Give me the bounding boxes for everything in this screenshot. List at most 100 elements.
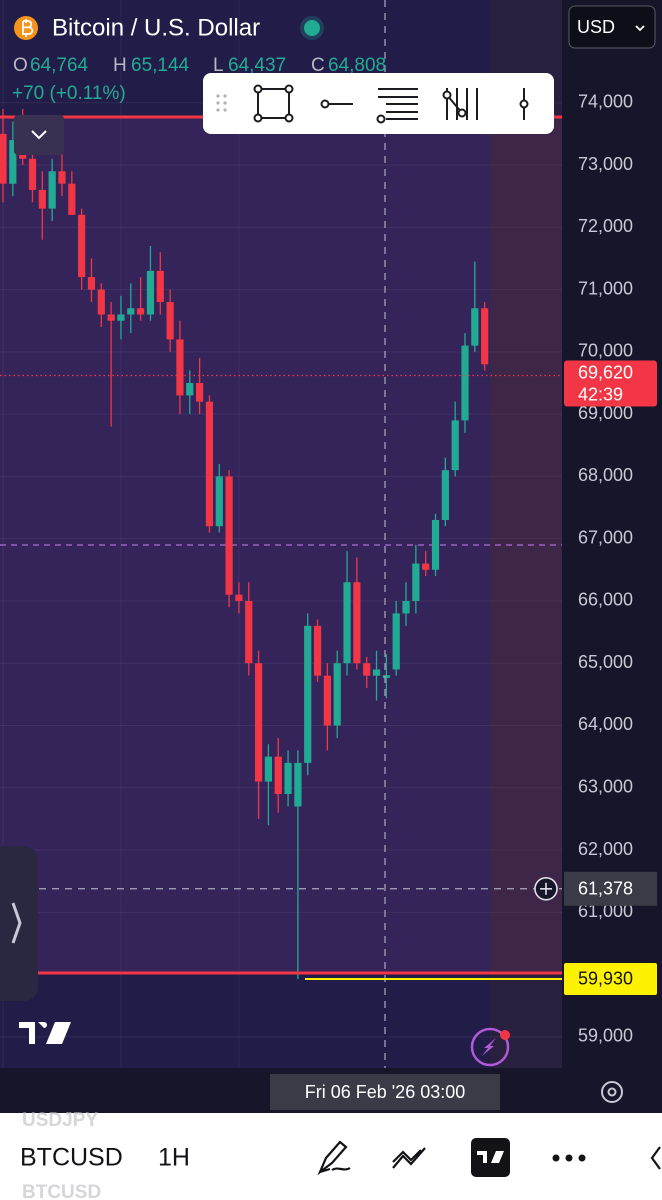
drag-handle[interactable] — [216, 94, 227, 112]
future-area — [490, 973, 562, 1068]
candle-body — [166, 302, 174, 340]
ohlc-label: H — [113, 55, 127, 76]
candle-body — [235, 594, 243, 601]
chevron — [635, 25, 645, 32]
y-tick-label: 67,000 — [578, 527, 633, 547]
y-tick-label: 68,000 — [578, 465, 633, 485]
candle-body — [196, 382, 204, 402]
y-tick-label: 66,000 — [578, 590, 633, 610]
y-tick-label: 59,000 — [578, 1026, 633, 1046]
candle-body — [97, 289, 105, 315]
candle-body — [372, 669, 381, 676]
candle-body — [353, 582, 361, 664]
crosshair-time-box — [270, 1074, 500, 1110]
candle-body — [9, 140, 17, 184]
candle-body — [382, 675, 390, 678]
candle-body — [343, 582, 351, 664]
vertical-line-tool[interactable] — [519, 88, 529, 120]
y-tick-label: 61,000 — [578, 901, 633, 921]
assistant-icon[interactable] — [470, 1027, 510, 1067]
symbol[interactable]: BTCUSD — [20, 1144, 123, 1172]
chevron — [31, 130, 47, 140]
pattern-tool[interactable] — [442, 88, 478, 120]
symbol-title: Bitcoin / U.S. Dollar — [52, 14, 260, 41]
back-button[interactable] — [650, 1146, 661, 1170]
ohlc-value: 64,764 — [30, 55, 89, 76]
crosshair-price-box — [564, 871, 657, 906]
bottom-toolbar — [0, 1113, 662, 1200]
more-button[interactable] — [552, 1154, 586, 1162]
candle-body — [117, 314, 125, 321]
candle-body — [156, 270, 164, 303]
candle-body — [127, 308, 135, 315]
candle-body — [28, 158, 37, 190]
currency[interactable]: USD — [577, 17, 615, 37]
candle-body — [333, 663, 341, 726]
y-tick-label: 72,000 — [578, 216, 633, 236]
crosshair-price-label: 61,378 — [578, 879, 633, 899]
last-price-label: 69,620 — [578, 362, 633, 382]
y-tick-label: 62,000 — [578, 839, 633, 859]
candle-body — [481, 308, 489, 365]
y-tick-label: 69,000 — [578, 403, 633, 423]
ohlc-label: L — [213, 55, 224, 76]
candle-body — [205, 401, 214, 527]
alert-price-label: 59,930 — [578, 969, 633, 989]
candle-body — [48, 171, 56, 209]
settings-button[interactable] — [601, 1081, 623, 1103]
candle-body — [38, 189, 46, 209]
candle-body — [422, 563, 430, 570]
last-price-box — [564, 360, 657, 407]
rectangle-tool[interactable] — [253, 84, 294, 123]
candles — [0, 108, 489, 979]
y-tick-label: 71,000 — [578, 278, 633, 298]
candle-body — [441, 470, 449, 520]
countdown: 42:39 — [578, 384, 623, 404]
candle-body — [107, 314, 115, 321]
ohlc-value: 64,808 — [328, 55, 386, 76]
y-tick-label: 63,000 — [578, 777, 633, 797]
change: +70 (+0.11%) — [12, 83, 126, 104]
ohlc-label: O — [13, 55, 28, 76]
y-tick-label: 70,000 — [578, 341, 633, 361]
candle-body — [87, 277, 96, 290]
ray-tool[interactable] — [320, 99, 354, 109]
y-tick-label: 64,000 — [578, 714, 633, 734]
currency-dropdown[interactable]: USD — [568, 5, 656, 49]
assistant-glyph — [482, 1038, 496, 1056]
candle-body — [323, 675, 331, 726]
candle-body — [215, 476, 223, 527]
candle-body — [78, 214, 86, 278]
draw-tool-button[interactable] — [317, 1140, 351, 1176]
candle-body — [58, 171, 66, 184]
plus-glyph — [540, 882, 552, 895]
candle-body — [137, 308, 145, 315]
candle-body — [451, 420, 459, 471]
alert-price-box — [564, 962, 657, 995]
candle-body — [313, 625, 322, 676]
next-symbol: BTCUSD — [22, 1182, 101, 1200]
candle-body — [274, 756, 282, 794]
candle-body — [186, 382, 194, 396]
indicators-button[interactable] — [392, 1147, 426, 1169]
candle-body — [176, 339, 184, 396]
chevron — [11, 902, 22, 944]
candle-body — [0, 133, 7, 184]
y-tick-label: 74,000 — [578, 92, 633, 112]
candle-body — [461, 345, 469, 421]
ohlc-label: C — [311, 55, 325, 76]
fib-tool[interactable] — [376, 88, 419, 124]
ohlc-value: 65,144 — [131, 55, 190, 76]
candle-body — [294, 762, 302, 807]
tradingview-button[interactable] — [471, 1138, 510, 1177]
tradingview-glyph — [477, 1151, 504, 1163]
dropdown-box[interactable] — [568, 5, 656, 49]
market-open-halo — [300, 16, 324, 40]
toolbar-box — [203, 73, 554, 134]
candle-body — [412, 563, 420, 601]
collapse-button[interactable] — [14, 115, 64, 155]
candle-body — [402, 600, 410, 614]
interval[interactable]: 1H — [158, 1144, 190, 1172]
